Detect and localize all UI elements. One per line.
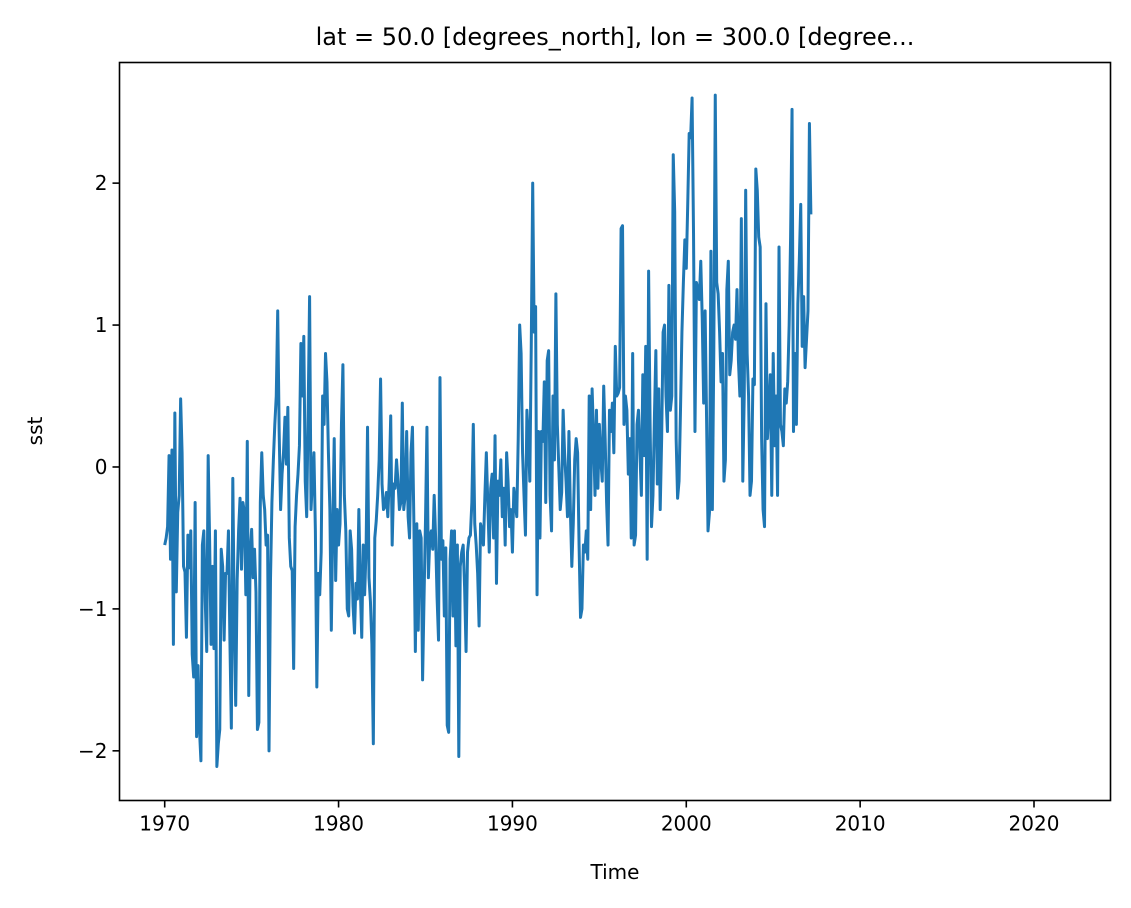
chart-title: lat = 50.0 [degrees_north], lon = 300.0 … <box>316 23 915 51</box>
x-tick-label: 1990 <box>487 812 538 836</box>
y-tick-label: −2 <box>78 739 107 763</box>
x-tick-label: 1980 <box>313 812 364 836</box>
x-tick-label: 1970 <box>139 812 190 836</box>
x-tick-label: 2000 <box>661 812 712 836</box>
y-tick-label: −1 <box>78 597 107 621</box>
x-tick-label: 2010 <box>835 812 886 836</box>
y-tick-label: 1 <box>95 313 108 337</box>
y-axis-label: sst <box>23 417 47 446</box>
y-axis-ticks: −2 −1 0 1 2 <box>78 171 120 763</box>
x-tick-label: 2020 <box>1009 812 1060 836</box>
x-axis-label: Time <box>590 860 640 884</box>
x-axis-ticks: 1970 1980 1990 2000 2010 2020 <box>139 800 1060 836</box>
y-tick-label: 2 <box>95 171 108 195</box>
plot-frame <box>118 61 1112 802</box>
sst-series-line <box>163 93 813 768</box>
y-tick-label: 0 <box>95 455 108 479</box>
